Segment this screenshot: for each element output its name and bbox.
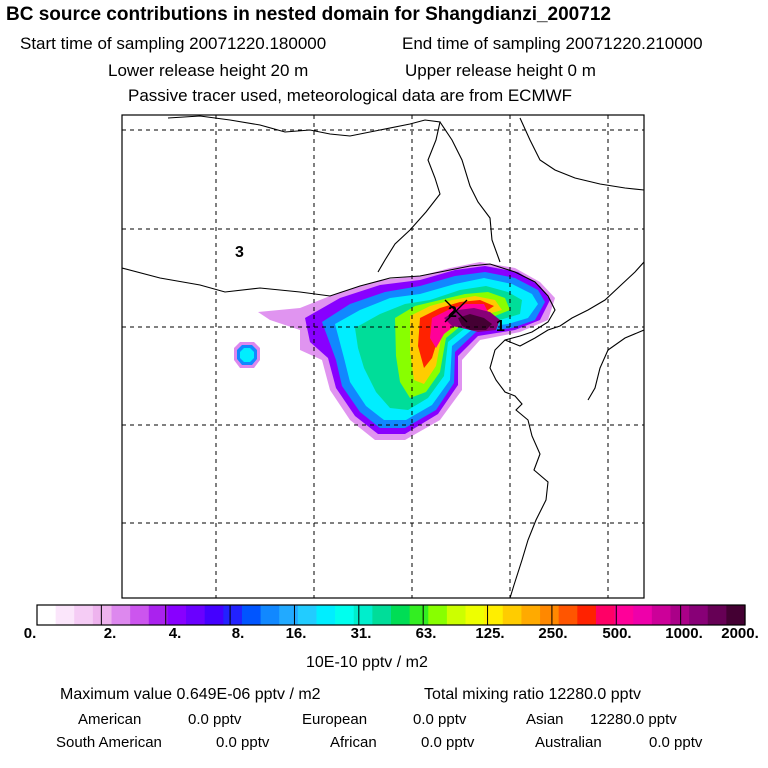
scale-units-label: 10E-10 pptv / m2: [306, 654, 428, 671]
region-value-european: 0.0 pptv: [413, 711, 467, 728]
scale-cell: [595, 605, 616, 625]
scale-tick-2: 4.: [168, 625, 182, 642]
scale-tick-10: 1000.: [665, 625, 703, 642]
scale-cell: [204, 605, 224, 625]
passive-tracer-label: Passive tracer used, meteorological data…: [128, 86, 573, 105]
scale-cell: [428, 605, 448, 625]
plot-title: BC source contributions in nested domain…: [6, 4, 611, 25]
total-mixing-ratio-label: Total mixing ratio 12280.0 pptv: [424, 686, 642, 703]
map-frame: [121, 114, 645, 599]
lat-lon-grid: [122, 115, 644, 598]
scale-cell: [92, 605, 113, 625]
scale-tick-5: 31.: [350, 625, 372, 642]
scale-cell: [409, 605, 429, 625]
scale-cell: [279, 605, 299, 625]
scale-cell: [614, 605, 634, 625]
scale-tick-1: 2.: [103, 625, 117, 642]
scale-cell: [465, 605, 485, 625]
scale-cell: [391, 605, 411, 625]
station-cross-icon: [444, 299, 468, 323]
scale-cell: [502, 605, 523, 625]
scale-cell: [558, 605, 578, 625]
scale-cell: [577, 605, 597, 625]
region-name-american: American: [78, 711, 142, 728]
scale-cell: [335, 605, 355, 625]
scale-tick-11: 2000.: [721, 625, 759, 642]
scale-tick-3: 8.: [231, 625, 245, 642]
scale-cell: [167, 605, 187, 625]
scale-cell: [372, 605, 392, 625]
scale-cell: [260, 605, 280, 625]
scale-cell: [55, 605, 75, 625]
scale-cell: [111, 605, 131, 625]
region-value-australian: 0.0 pptv: [649, 734, 703, 751]
region-name-african: African: [330, 734, 377, 751]
region-name-australian: Australian: [535, 734, 602, 751]
coastlines: [122, 115, 644, 598]
scale-tick-4: 16.: [285, 625, 307, 642]
marker-2: 2: [448, 304, 457, 321]
scale-cell: [651, 605, 672, 625]
scale-cell: [223, 605, 243, 625]
scale-tick-9: 500.: [602, 625, 632, 642]
scale-cell: [353, 605, 373, 625]
lower-release-label: Lower release height 20 m: [108, 61, 309, 80]
end-time-label: End time of sampling 20071220.210000: [402, 34, 703, 53]
scale-tick-7: 125.: [475, 625, 505, 642]
scale-cell: [316, 605, 336, 625]
scale-cell: [37, 605, 57, 625]
scale-cell: [707, 605, 727, 625]
marker-3: 3: [235, 244, 244, 261]
max-value-label: Maximum value 0.649E-06 pptv / m2: [60, 686, 321, 703]
scale-cell: [670, 605, 690, 625]
start-time-label: Start time of sampling 20071220.180000: [20, 34, 327, 53]
scale-cell: [297, 605, 318, 625]
upper-release-label: Upper release height 0 m: [405, 61, 596, 80]
scale-cell: [186, 605, 206, 625]
scale-cell: [446, 605, 467, 625]
region-value-south-american: 0.0 pptv: [216, 734, 270, 751]
region-value-african: 0.0 pptv: [421, 734, 475, 751]
region-name-european: European: [302, 711, 368, 728]
scale-cell: [633, 605, 653, 625]
region-name-asian: Asian: [526, 711, 564, 728]
region-name-south-american: South American: [56, 734, 162, 751]
scale-cell: [521, 605, 541, 625]
scale-cell: [484, 605, 504, 625]
scale-cell: [241, 605, 262, 625]
region-value-american: 0.0 pptv: [188, 711, 242, 728]
scale-tick-0: 0.: [23, 625, 37, 642]
scale-tick-6: 63.: [415, 625, 437, 642]
concentration-plume: [234, 262, 555, 440]
scale-cell: [540, 605, 560, 625]
scale-tick-8: 250.: [538, 625, 568, 642]
scale-cell: [130, 605, 150, 625]
marker-1: 1: [496, 318, 505, 335]
scale-cell: [726, 605, 746, 625]
region-value-asian: 12280.0 pptv: [590, 711, 677, 728]
scale-cell: [689, 605, 709, 625]
scale-cell: [74, 605, 94, 625]
scale-cell: [148, 605, 169, 625]
